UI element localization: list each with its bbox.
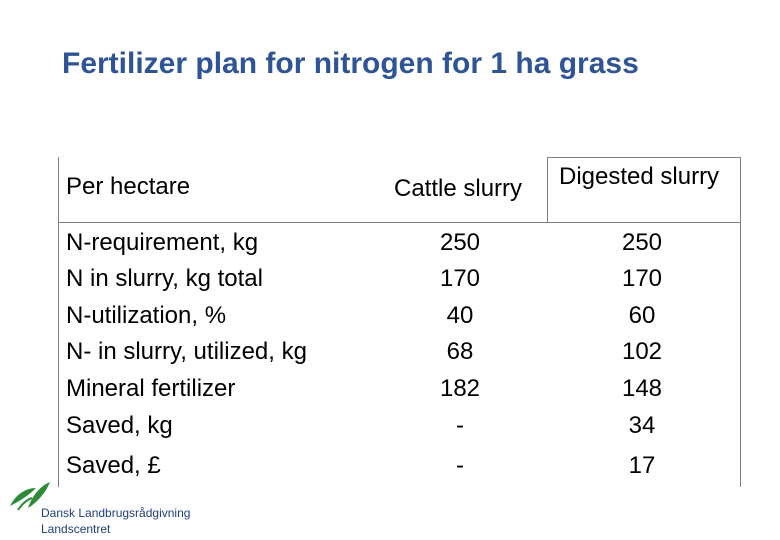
page-title: Fertilizer plan for nitrogen for 1 ha gr… bbox=[62, 47, 639, 80]
header-digested-slurry: Digested slurry bbox=[559, 163, 720, 190]
digested-value: 60 bbox=[628, 302, 656, 329]
table-row: N-utilization, % 40 60 bbox=[0, 302, 780, 338]
logo-name: Dansk Landbrugsrådgivning bbox=[41, 506, 191, 520]
digested-value: 34 bbox=[628, 412, 656, 439]
header-cattle-slurry: Cattle slurry bbox=[394, 175, 523, 202]
header-divider bbox=[58, 222, 740, 223]
cattle-value: 40 bbox=[446, 302, 474, 329]
digested-value: 170 bbox=[621, 265, 663, 292]
table-row: N in slurry, kg total 170 170 bbox=[0, 265, 780, 301]
header-highlight-box bbox=[547, 157, 741, 223]
table-row: N-requirement, kg 250 250 bbox=[0, 229, 780, 265]
cattle-value: 68 bbox=[446, 338, 474, 365]
row-label: N-requirement, kg bbox=[66, 229, 259, 256]
row-label: Saved, £ bbox=[66, 452, 161, 479]
digested-value: 148 bbox=[621, 375, 663, 402]
row-label: N-utilization, % bbox=[66, 302, 227, 329]
header-per-hectare: Per hectare bbox=[66, 173, 191, 200]
cattle-value: - bbox=[456, 452, 464, 479]
leaf-logo-icon bbox=[10, 482, 50, 511]
digested-value: 250 bbox=[621, 229, 663, 256]
table-row: Saved, £ - 17 bbox=[0, 452, 780, 488]
table-row: N- in slurry, utilized, kg 68 102 bbox=[0, 338, 780, 374]
digested-value: 17 bbox=[628, 452, 656, 479]
cattle-value: 170 bbox=[439, 265, 481, 292]
row-label: Mineral fertilizer bbox=[66, 375, 236, 402]
cattle-value: - bbox=[456, 412, 464, 439]
table-row: Saved, kg - 34 bbox=[0, 412, 780, 448]
cattle-value: 250 bbox=[439, 229, 481, 256]
cattle-value: 182 bbox=[439, 375, 481, 402]
table-row: Mineral fertilizer 182 148 bbox=[0, 375, 780, 411]
row-label: N- in slurry, utilized, kg bbox=[66, 338, 307, 365]
digested-value: 102 bbox=[621, 338, 663, 365]
logo-subtitle: Landscentret bbox=[41, 522, 111, 536]
table-frame bbox=[58, 157, 741, 487]
row-label: N in slurry, kg total bbox=[66, 265, 263, 292]
organization-logo: Dansk Landbrugsrådgivning Landscentret bbox=[8, 476, 238, 540]
row-label: Saved, kg bbox=[66, 412, 173, 439]
